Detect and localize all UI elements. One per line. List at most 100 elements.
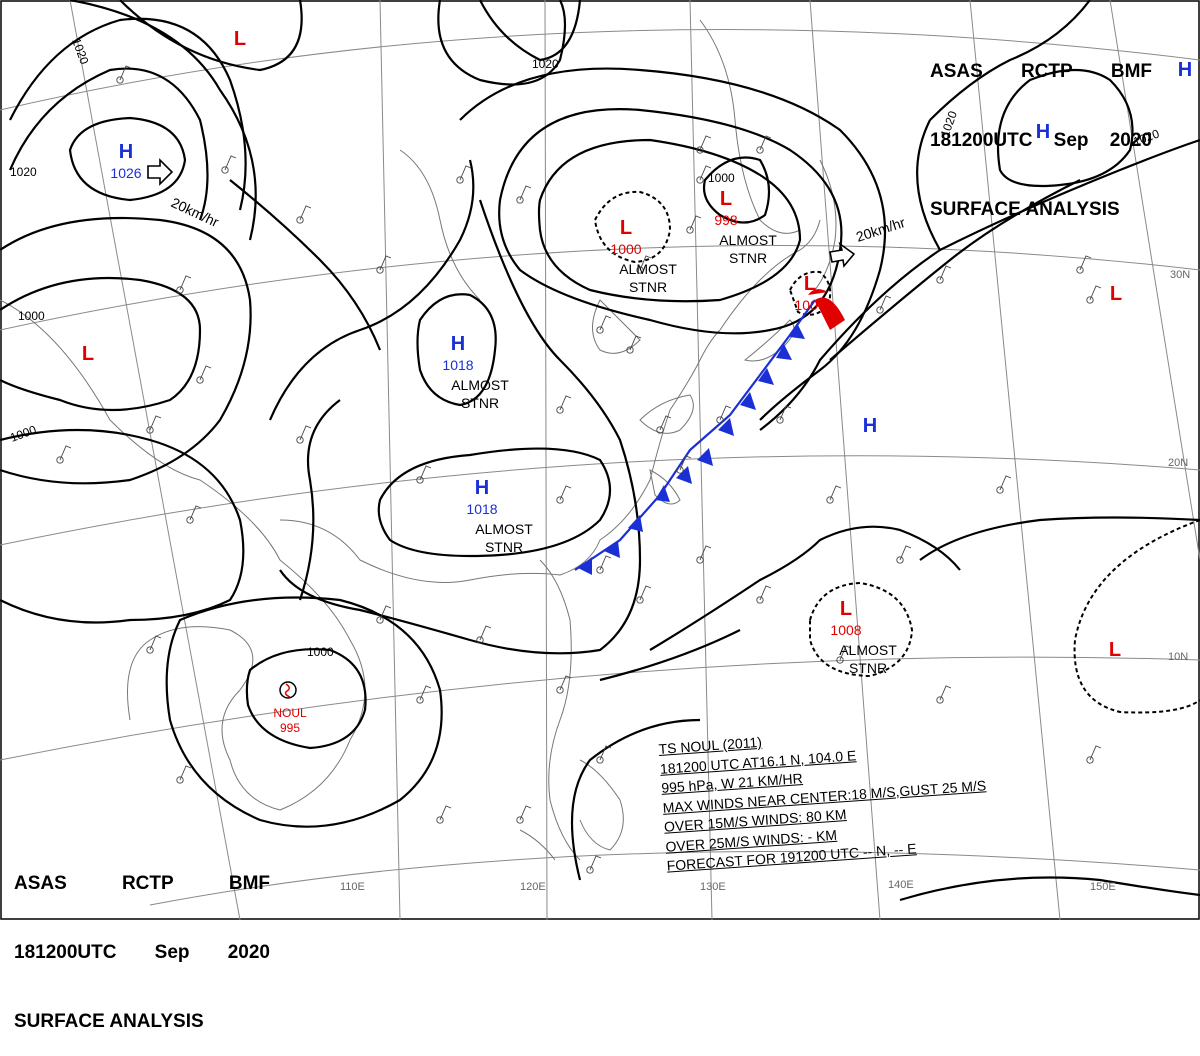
station-marker: [476, 636, 484, 644]
wind-barb: [759, 585, 772, 601]
wind-barb: [689, 215, 702, 231]
low-pressure-marker: L: [620, 217, 632, 239]
agency-label: ASAS: [14, 873, 67, 894]
wind-barb: [419, 685, 432, 701]
wind-barb: [59, 445, 72, 461]
wind-barb: [559, 395, 572, 411]
wind-barb: [189, 505, 202, 521]
lon-label: 120E: [520, 881, 546, 893]
isobar-label: 1000: [18, 309, 45, 323]
system-note: STNR: [629, 279, 667, 295]
code-label: BMF: [1110, 61, 1152, 82]
station-label: RCTP: [121, 873, 174, 894]
wind-barb: [699, 165, 712, 181]
wind-barb: [639, 585, 652, 601]
wind-barb: [519, 805, 532, 821]
wind-barb: [699, 545, 712, 561]
high-pressure-marker: H: [451, 333, 465, 355]
wind-barb: [199, 365, 212, 381]
pressure-value: 1000: [610, 241, 641, 257]
isobar-labels: 1020 1020 1020 1020 1020 1000 1000 1000 …: [8, 36, 1161, 659]
station-marker: [696, 176, 704, 184]
station-marker: [676, 466, 684, 474]
wind-barb: [939, 685, 952, 701]
station-marker: [456, 176, 464, 184]
station-marker: [416, 696, 424, 704]
station-marker: [596, 756, 604, 764]
motion-label: 20km/hr: [854, 214, 907, 245]
system-note: ALMOST: [719, 232, 777, 248]
wind-barb: [459, 165, 472, 181]
station-plots: [56, 65, 1102, 874]
wind-barb: [119, 65, 132, 81]
wind-barb: [149, 635, 162, 651]
isobar-label: 1020: [69, 36, 91, 66]
station-marker: [936, 276, 944, 284]
system-note: ALMOST: [475, 521, 533, 537]
wind-barb: [719, 405, 732, 421]
pressure-value: 1026: [110, 165, 141, 181]
station-marker: [56, 456, 64, 464]
dashed-isobars: [593, 190, 1200, 714]
pressure-value: 1000: [794, 297, 825, 313]
product-label: SURFACE ANALYSIS: [14, 1011, 204, 1032]
wind-barb: [629, 335, 642, 351]
station-label: RCTP: [1020, 61, 1073, 82]
station-marker: [1076, 266, 1084, 274]
station-marker: [636, 596, 644, 604]
station-marker: [1086, 756, 1094, 764]
wind-barb: [439, 805, 452, 821]
lat-label: 20N: [1168, 457, 1188, 469]
wind-barb: [179, 765, 192, 781]
system-note: STNR: [729, 250, 767, 266]
system-note: STNR: [461, 395, 499, 411]
station-marker: [696, 556, 704, 564]
low-pressure-marker: L: [720, 188, 732, 210]
wind-barb: [589, 855, 602, 871]
wind-barb: [1079, 255, 1092, 271]
wind-barb: [479, 625, 492, 641]
station-marker: [556, 686, 564, 694]
storm-info-box: TS NOUL (2011) 181200 UTC AT16.1 N, 104.…: [658, 717, 991, 876]
high-pressure-marker: H: [1178, 59, 1192, 81]
map-border: [0, 0, 1200, 920]
wind-barb: [999, 475, 1012, 491]
station-marker: [376, 266, 384, 274]
month-label: Sep: [154, 942, 190, 963]
wind-barb: [639, 255, 652, 271]
lat-label: 10N: [1168, 651, 1188, 663]
wind-barb: [759, 135, 772, 151]
isobar-label: 1020: [10, 165, 37, 179]
high-pressure-marker: H: [119, 141, 133, 163]
storm-label: NOUL 995: [273, 706, 307, 735]
station-marker: [176, 286, 184, 294]
lon-label: 110E: [340, 881, 365, 893]
motion-label: 20km/hr: [169, 194, 222, 230]
wind-barb: [699, 135, 712, 151]
storm-name: NOUL: [273, 706, 307, 720]
station-marker: [146, 646, 154, 654]
low-pressure-marker: L: [234, 28, 246, 50]
pressure-value: 1018: [442, 357, 473, 373]
wind-barb: [939, 265, 952, 281]
wind-barb: [899, 545, 912, 561]
station-marker: [376, 616, 384, 624]
isobars: [0, 0, 1200, 902]
wind-barb: [829, 485, 842, 501]
low-pressure-marker: L: [840, 598, 852, 620]
high-pressure-marker: H: [475, 477, 489, 499]
station-marker: [416, 476, 424, 484]
station-marker: [636, 266, 644, 274]
station-marker: [996, 486, 1004, 494]
wind-barb: [659, 415, 672, 431]
station-marker: [556, 406, 564, 414]
station-marker: [626, 346, 634, 354]
station-marker: [296, 216, 304, 224]
wind-barb: [559, 675, 572, 691]
motion-arrow-icon: [829, 241, 856, 268]
station-marker: [716, 416, 724, 424]
wind-barb: [419, 465, 432, 481]
station-marker: [756, 596, 764, 604]
station-marker: [696, 146, 704, 154]
station-marker: [936, 696, 944, 704]
